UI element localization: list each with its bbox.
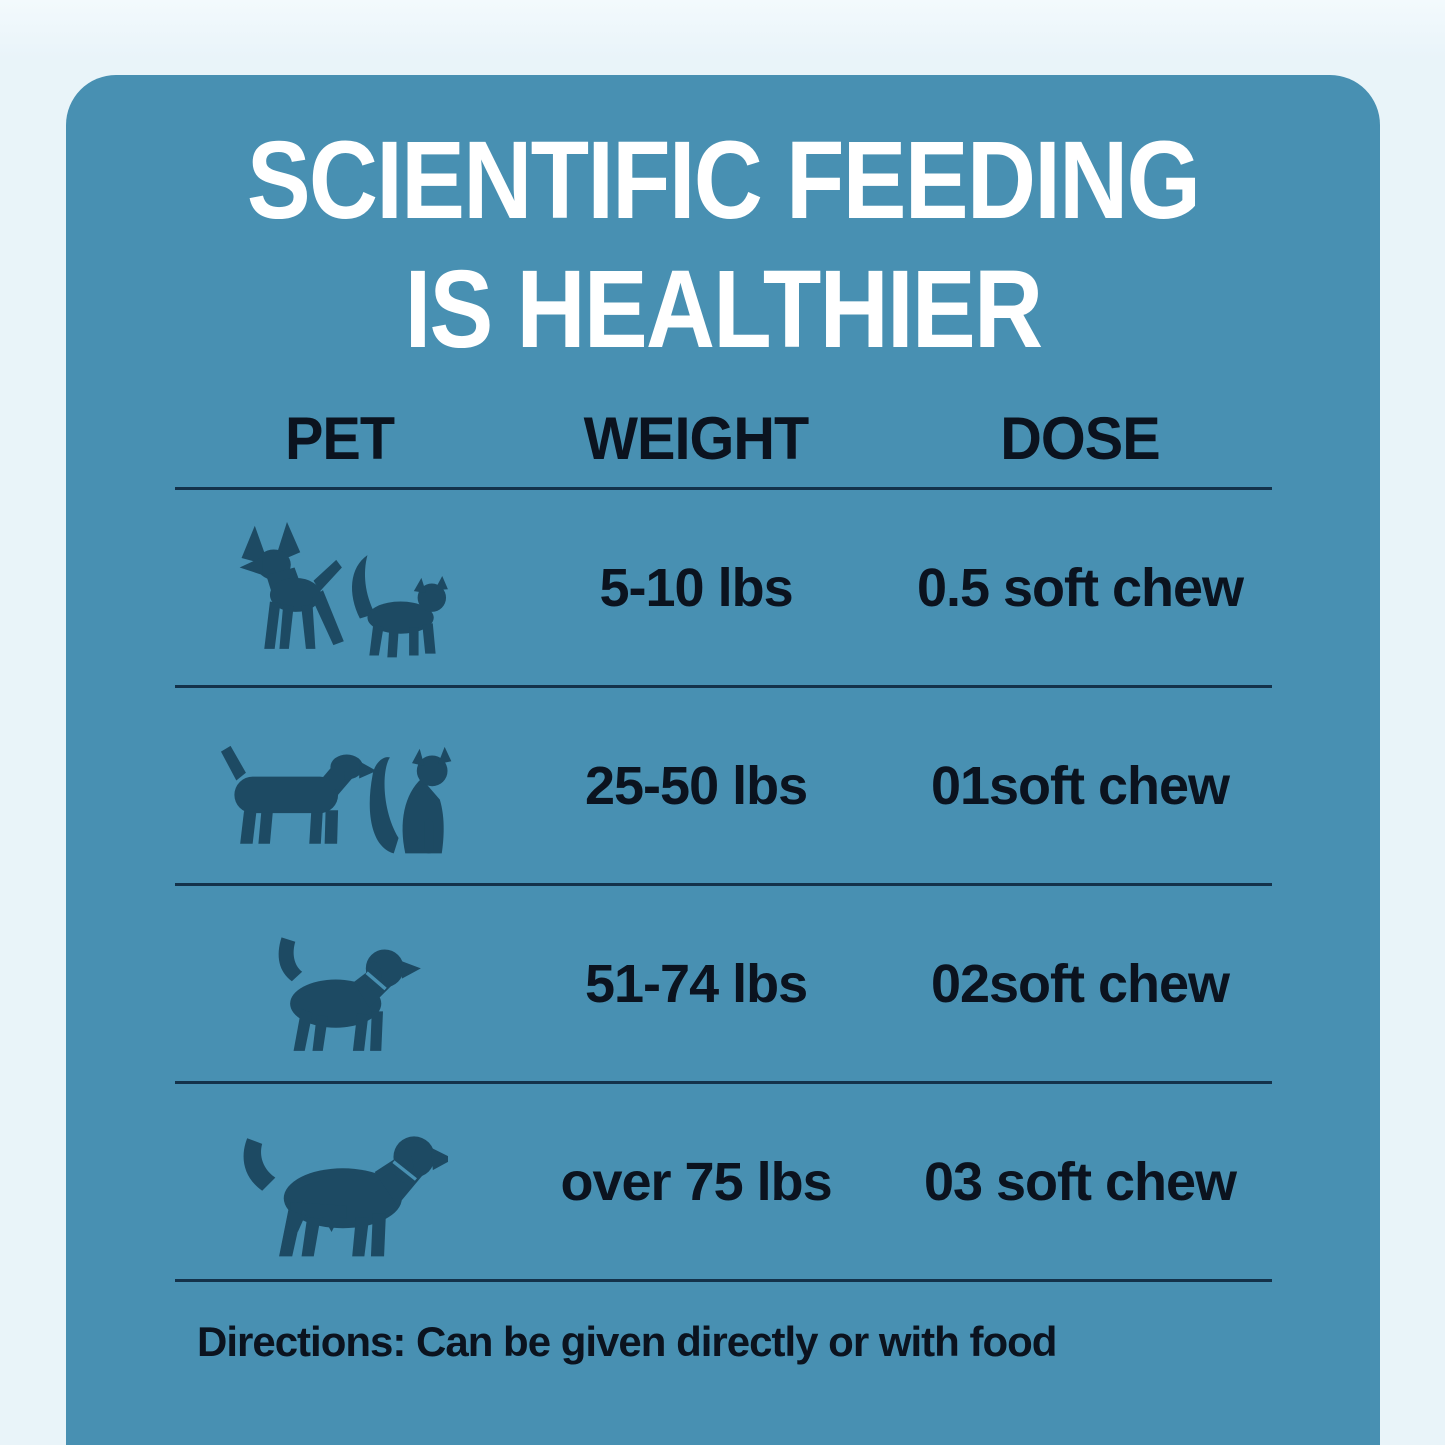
table-row: 25-50 lbs 01soft chew [175,688,1272,887]
col-header-weight: WEIGHT [583,405,810,473]
dose-value: 0.5 soft chew [916,557,1244,618]
large-dog-icon [243,1136,448,1257]
collar-line [365,971,387,991]
dachshund-and-sitting-cat-icon [220,745,451,854]
pet-icon-cell [175,512,504,664]
weight-value: over 75 lbs [560,1151,832,1212]
pet-icon-cell [175,910,504,1058]
table-row: over 75 lbs 03 soft chew [175,1084,1272,1283]
pet-icon-cell [175,1102,504,1262]
medium-dog-icon [278,937,421,1051]
col-header-dose: DOSE [1000,405,1160,473]
dose-value: 01soft chew [930,755,1230,816]
collar-line [391,1160,417,1181]
small-dog-icon [239,521,344,649]
pet-icon-cell [175,709,504,863]
weight-value: 51-74 lbs [584,953,808,1014]
title-line-2: IS HEALTHIER [404,247,1043,371]
table-row: 51-74 lbs 02soft chew [175,886,1272,1085]
dose-value: 02soft chew [930,953,1230,1014]
table-header-row: PET WEIGHT DOSE [175,404,1272,491]
dosage-table: PET WEIGHT DOSE [175,404,1272,1366]
title-line-1: SCIENTIFIC FEEDING [246,119,1201,242]
walking-cat-icon [351,555,448,658]
dose-value: 03 soft chew [923,1151,1237,1212]
weight-value: 25-50 lbs [584,755,808,816]
sitting-cat-icon [369,746,451,854]
page-title: SCIENTIFIC FEEDING IS HEALTHIER [151,117,1294,374]
dachshund-icon [220,745,377,844]
table-row: 5-10 lbs 0.5 soft chew [175,490,1272,689]
col-header-pet: PET [284,405,395,473]
feeding-guide-card: SCIENTIFIC FEEDING IS HEALTHIER PET WEIG… [66,75,1380,1445]
weight-value: 5-10 lbs [599,557,794,618]
small-dog-and-cat-icon [239,521,448,658]
directions-text: Directions: Can be given directly or wit… [197,1318,1057,1366]
